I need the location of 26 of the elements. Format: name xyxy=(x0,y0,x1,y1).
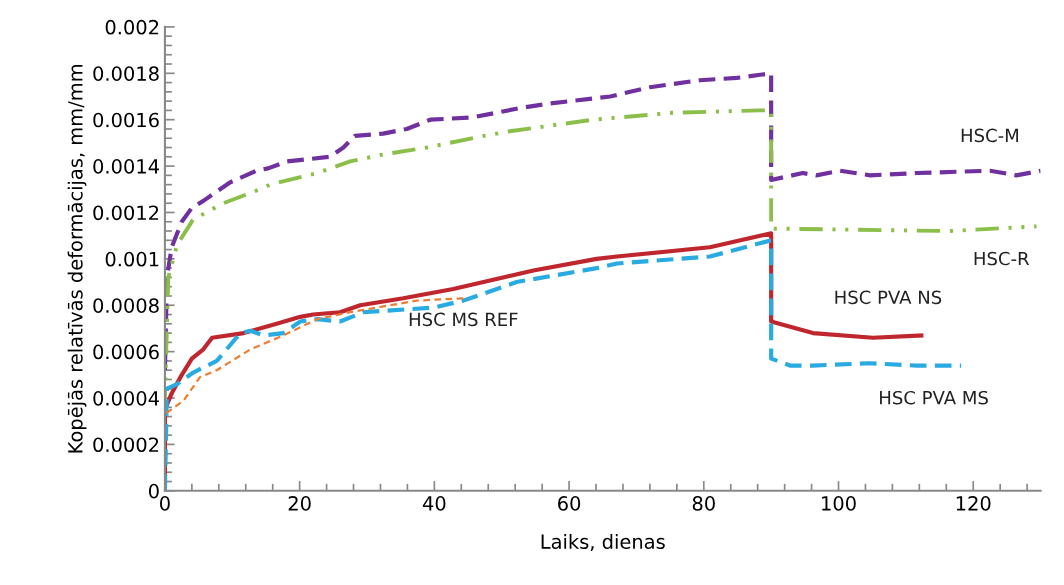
series-label: HSC-M xyxy=(961,128,1018,143)
series-label: HSC MS REF xyxy=(409,312,518,327)
x-axis-title: Laiks, dienas xyxy=(541,533,665,551)
x-tick-label: 80 xyxy=(692,496,715,511)
y-tick-label: 0 xyxy=(148,483,159,499)
y-tick-label: 0.0018 xyxy=(93,66,159,81)
line-series xyxy=(164,71,1041,373)
y-tick-label: 0.0004 xyxy=(93,390,159,406)
y-tick-label: 0.0016 xyxy=(93,112,159,128)
x-tick-label: 0 xyxy=(160,496,170,511)
series-label: HSC PVA MS xyxy=(880,390,988,405)
x-tick-label: 60 xyxy=(558,496,581,511)
x-tick-label: 40 xyxy=(422,496,446,511)
x-tick-label: 20 xyxy=(288,496,311,511)
x-tick-label: 120 xyxy=(956,496,991,511)
y-tick-label: 0.0012 xyxy=(93,205,159,221)
series-label: HSC PVA NS xyxy=(835,290,942,305)
x-tick-label: 100 xyxy=(822,496,856,511)
y-axis-title: Kopējās relatīvās deformācijas, mm/mm xyxy=(67,65,87,453)
y-tick-label: 0.0014 xyxy=(93,159,159,174)
y-tick-label: 0.001 xyxy=(105,251,159,267)
y-tick-label: 0.002 xyxy=(105,19,159,35)
y-tick-label: 0.0002 xyxy=(93,437,159,453)
y-tick-label: 0.0008 xyxy=(93,298,159,313)
y-tick-label: 0.0006 xyxy=(93,344,159,360)
series-label: HSC-R xyxy=(974,251,1030,266)
